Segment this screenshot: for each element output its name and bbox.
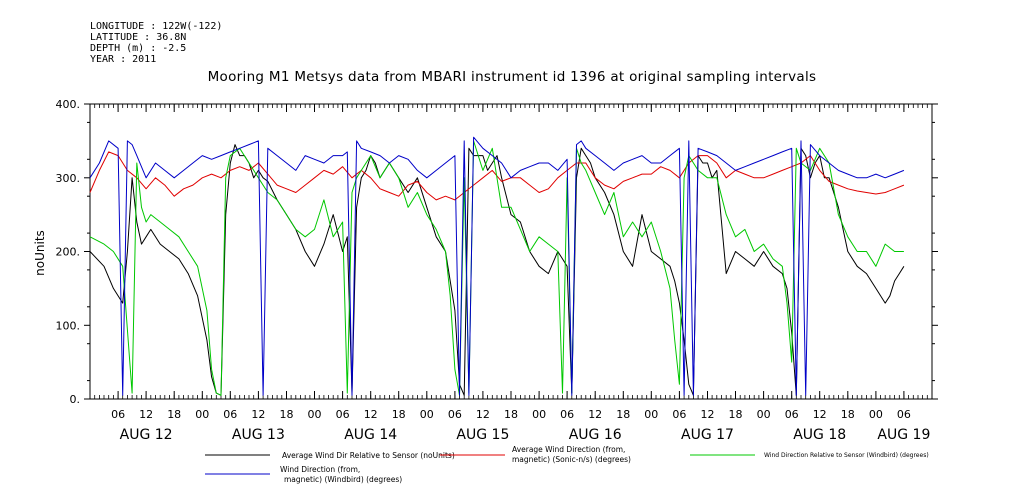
day-label: AUG 15 <box>456 427 509 443</box>
x-tick-label: 18 <box>280 408 294 421</box>
x-tick-label: 12 <box>588 408 602 421</box>
x-tick-label: 12 <box>139 408 153 421</box>
minor-ticks <box>94 104 928 399</box>
x-tick-label: 12 <box>251 408 265 421</box>
chart-title: Mooring M1 Metsys data from MBARI instru… <box>208 69 817 85</box>
x-tick-label: 00 <box>420 408 434 421</box>
x-tick-label: 06 <box>672 408 686 421</box>
meta-latitude: LATITUDE : 36.8N <box>90 32 186 43</box>
day-label: AUG 18 <box>793 427 846 443</box>
x-tick-label: 00 <box>869 408 883 421</box>
x-tick-label: 06 <box>560 408 574 421</box>
x-tick-label: 06 <box>111 408 125 421</box>
x-tick-label: 06 <box>336 408 350 421</box>
x-tick-label: 00 <box>532 408 546 421</box>
legend: Average Wind Dir Relative to Sensor (noU… <box>205 445 929 484</box>
x-tick-label: 06 <box>448 408 462 421</box>
y-axis: 0. 100. 200. 300. 400. <box>56 98 938 406</box>
x-tick-label: 18 <box>616 408 630 421</box>
x-tick-label: 12 <box>813 408 827 421</box>
x-tick-label: 06 <box>897 408 911 421</box>
x-axis: 06 12 18 00 06 12 18 00 06 12 18 00 06 12 18 00 06 12 18 00… <box>111 104 930 443</box>
x-tick-label: 06 <box>785 408 799 421</box>
y-tick-label: 0. <box>70 393 81 406</box>
day-label: AUG 19 <box>877 427 930 443</box>
x-tick-label: 18 <box>392 408 406 421</box>
x-tick-label: 00 <box>195 408 209 421</box>
x-tick-label: 18 <box>841 408 855 421</box>
y-tick-label: 300. <box>56 172 81 185</box>
series-layer <box>89 136 905 396</box>
series-line-1 <box>89 144 905 396</box>
x-tick-label: 18 <box>504 408 518 421</box>
meta-depth: DEPTH (m) : -2.5 <box>90 43 186 54</box>
legend-label-blue-2: magnetic) (Windbird) (degrees) <box>284 475 402 484</box>
y-axis-label: noUnits <box>33 230 47 276</box>
legend-label-green: Wind Direction Relative to Sensor (Windb… <box>764 452 929 459</box>
x-tick-label: 12 <box>476 408 490 421</box>
x-tick-label: 06 <box>223 408 237 421</box>
x-tick-label: 18 <box>167 408 181 421</box>
day-label: AUG 14 <box>344 427 397 443</box>
x-tick-label: 18 <box>729 408 743 421</box>
y-tick-label: 100. <box>56 319 81 332</box>
day-label: AUG 16 <box>569 427 622 443</box>
y-tick-label: 200. <box>56 246 81 259</box>
x-tick-label: 00 <box>308 408 322 421</box>
x-tick-label: 00 <box>644 408 658 421</box>
day-label: AUG 13 <box>232 427 285 443</box>
x-tick-label: 12 <box>701 408 715 421</box>
series-line-4 <box>89 136 905 396</box>
day-label: AUG 17 <box>681 427 734 443</box>
meta-year: YEAR : 2011 <box>90 54 156 65</box>
y-tick-label: 400. <box>56 98 81 111</box>
plot-frame <box>89 103 933 400</box>
legend-label-red-1: Average Wind Direction (from, <box>512 445 625 454</box>
x-tick-label: 00 <box>757 408 771 421</box>
legend-label-black: Average Wind Dir Relative to Sensor (noU… <box>282 451 455 460</box>
meta-longitude: LONGITUDE : 122W(-122) <box>90 21 222 32</box>
day-label: AUG 12 <box>120 427 173 443</box>
legend-label-red-2: magnetic) (Sonic-n/s) (degrees) <box>512 455 631 464</box>
legend-label-blue-1: Wind Direction (from, <box>280 465 360 474</box>
series-line-3 <box>89 140 904 396</box>
x-tick-label: 12 <box>364 408 378 421</box>
